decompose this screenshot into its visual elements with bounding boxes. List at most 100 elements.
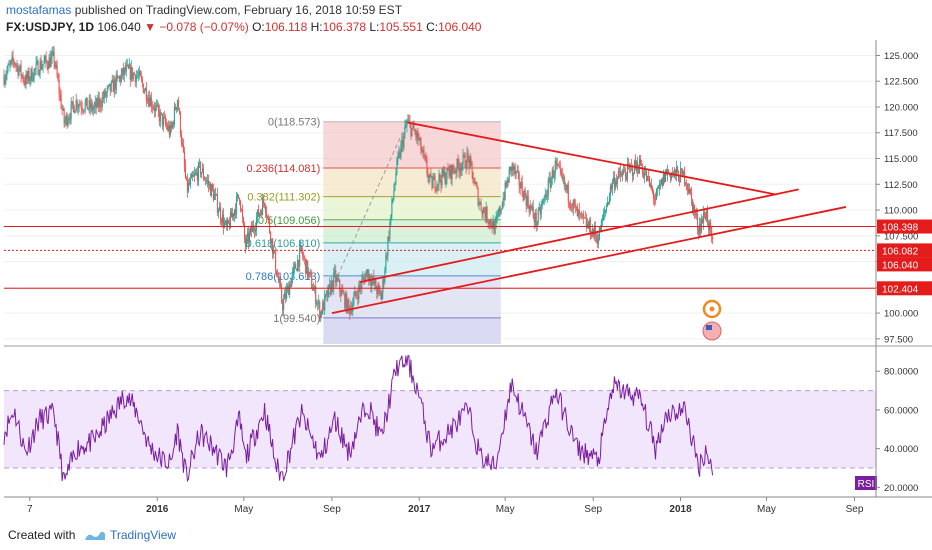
candle (249, 228, 251, 248)
candle (581, 213, 583, 220)
candle-body (498, 207, 500, 215)
candle (623, 165, 625, 173)
candle (241, 204, 244, 223)
candle (248, 225, 250, 250)
candle-body (509, 166, 511, 170)
candle (383, 277, 385, 288)
candle-body (15, 65, 17, 66)
candle-body (707, 210, 709, 224)
candle (689, 184, 691, 195)
candle-body (447, 168, 449, 172)
candle (532, 199, 534, 219)
candle (685, 181, 687, 187)
trendline (331, 206, 847, 314)
candle-body (228, 222, 231, 228)
candle (640, 159, 643, 167)
author-link[interactable]: mostafamas (6, 3, 72, 17)
candle-body (139, 71, 141, 76)
candle-body (405, 125, 407, 127)
candle (273, 245, 275, 259)
candle-body (263, 199, 265, 204)
candle-body (428, 176, 430, 179)
symbol-label[interactable]: FX:USDJPY, 1D (6, 20, 95, 34)
candle (510, 166, 512, 177)
candle (139, 69, 141, 77)
candle (56, 59, 58, 79)
candle (447, 162, 449, 172)
candle-body (435, 189, 437, 191)
candle (60, 90, 62, 110)
candle-body (411, 127, 413, 136)
candle (702, 216, 704, 224)
candle-body (510, 166, 512, 172)
candle-body (594, 226, 596, 236)
candle-body (273, 250, 275, 255)
candle (194, 168, 196, 176)
candle (218, 201, 221, 212)
candle (109, 83, 111, 97)
candle-body (533, 216, 535, 223)
candle-body (152, 107, 154, 109)
candle (618, 167, 620, 179)
candle-body (278, 276, 280, 283)
high-value: 106.378 (322, 20, 366, 34)
candle-body (577, 209, 579, 217)
candle (468, 155, 470, 175)
candle (309, 271, 311, 279)
candle-body (539, 207, 541, 215)
candle (637, 164, 640, 175)
candle-body (553, 173, 555, 178)
tradingview-brand-link[interactable]: TradingView (110, 528, 177, 542)
candle-body (285, 292, 287, 299)
candle-body (59, 93, 61, 95)
candle (116, 69, 118, 82)
candle (573, 198, 575, 209)
candle-body (170, 124, 172, 128)
candle-body (230, 211, 233, 218)
candle (145, 82, 147, 107)
candle (417, 127, 419, 146)
price-change: −0.078 (−0.07%) (159, 20, 249, 34)
candle (254, 225, 256, 239)
chart-canvas[interactable]: 0(118.573) 0.236(114.081) 0.382(111.302) 0.… (0, 0, 932, 520)
badge-flag-canton (706, 325, 712, 330)
candle (697, 208, 699, 235)
candle (444, 167, 446, 186)
candle-body (187, 182, 189, 192)
candle (105, 91, 107, 104)
candle-body (390, 214, 392, 223)
rsi-band (4, 390, 876, 468)
candle-body (44, 56, 46, 62)
candle (542, 198, 544, 205)
candle (306, 259, 308, 274)
candle (301, 244, 303, 254)
candle-body (566, 184, 568, 191)
candle-body (685, 183, 687, 185)
candle (189, 173, 191, 189)
candle (200, 172, 203, 179)
candle (96, 94, 98, 109)
candle-body (254, 229, 256, 232)
candle-body (165, 123, 167, 126)
candle (341, 284, 343, 297)
candle-body (326, 291, 328, 295)
candle-body (96, 97, 98, 108)
candle-body (197, 163, 199, 181)
candle-body (453, 170, 455, 173)
candle (316, 299, 318, 307)
candle-body (160, 112, 162, 114)
candle-body (327, 291, 329, 297)
candle (345, 290, 347, 313)
candle-body (223, 222, 226, 228)
candle-body (92, 108, 94, 111)
price-tag-label: 106.040 (882, 260, 919, 271)
candle-body (528, 206, 530, 213)
candle (665, 168, 668, 176)
candle-body (368, 274, 370, 281)
candle-body (95, 101, 97, 108)
candle (278, 272, 280, 284)
candle-body (316, 303, 318, 305)
candle-body (664, 169, 667, 183)
candle-body (186, 179, 188, 192)
candle-body (615, 181, 617, 185)
